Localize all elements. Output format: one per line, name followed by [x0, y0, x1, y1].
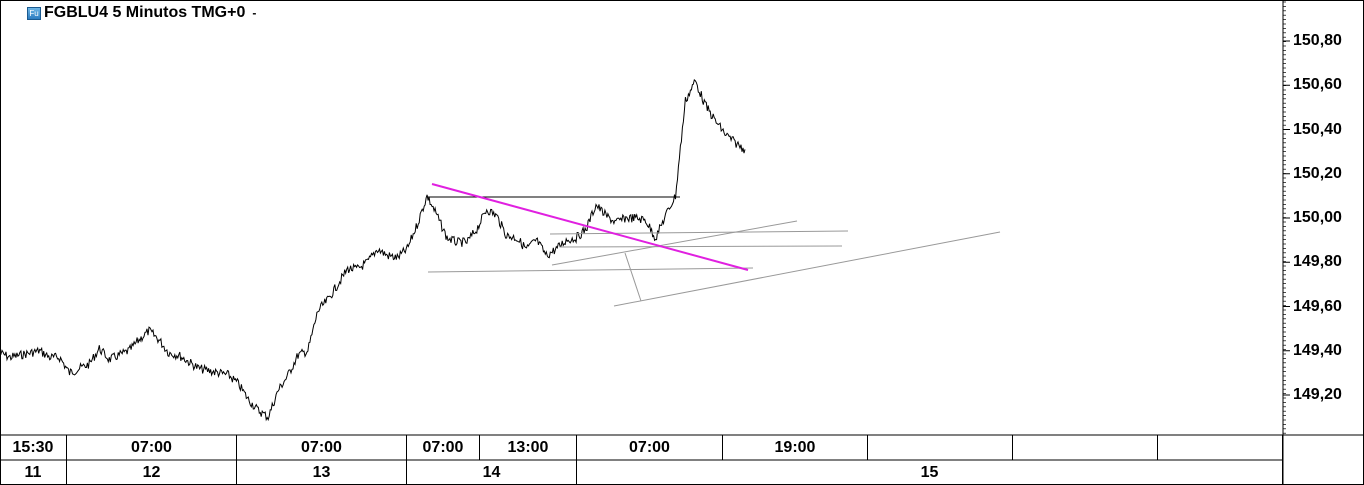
x-tick-label: 07:00 [407, 435, 480, 460]
futures-icon: Fu [27, 6, 41, 20]
magenta-trendline [431, 183, 749, 271]
dropdown-icon[interactable]: - [252, 6, 257, 20]
y-tick-label: 150,40 [1293, 120, 1342, 138]
symbol-title: FGBLU4 5 Minutos TMG+0 [44, 4, 246, 21]
y-tick-label: 150,00 [1293, 209, 1342, 226]
y-tick-label: 150,60 [1293, 76, 1342, 94]
x-tick-label [1158, 435, 1283, 460]
x-tick-label: 14 [407, 460, 577, 485]
x-tick-label: 11 [0, 460, 67, 485]
x-tick-label: 12 [67, 460, 237, 485]
drawn-trendline [427, 267, 754, 273]
y-tick-label: 149,60 [1293, 297, 1342, 315]
drawn-trendline [551, 220, 798, 266]
y-tick-label: 149,40 [1293, 341, 1342, 359]
y-tick-label: 150,80 [1293, 32, 1342, 49]
drawn-trendline [624, 252, 642, 302]
drawn-trendline [559, 245, 843, 248]
x-tick-label: 07:00 [67, 435, 237, 460]
y-tick-label: 150,20 [1293, 164, 1342, 182]
x-tick-label: 07:00 [577, 435, 723, 460]
y-tick-label: 149,80 [1293, 253, 1342, 271]
drawn-trendline [549, 230, 849, 235]
x-tick-label [1013, 435, 1158, 460]
x-tick-label: 19:00 [723, 435, 868, 460]
x-tick-label: 07:00 [237, 435, 407, 460]
x-tick-label: 13 [237, 460, 407, 485]
price-line [0, 79, 746, 422]
drawn-trendline [613, 231, 1001, 307]
x-tick-label: 15 [577, 460, 1283, 485]
y-tick-label: 149,20 [1293, 386, 1342, 403]
chart-title[interactable]: Fu FGBLU4 5 Minutos TMG+0 - [27, 4, 256, 22]
x-tick-label: 13:00 [480, 435, 577, 460]
x-tick-label: 15:30 [0, 435, 67, 460]
x-tick-label [868, 435, 1013, 460]
